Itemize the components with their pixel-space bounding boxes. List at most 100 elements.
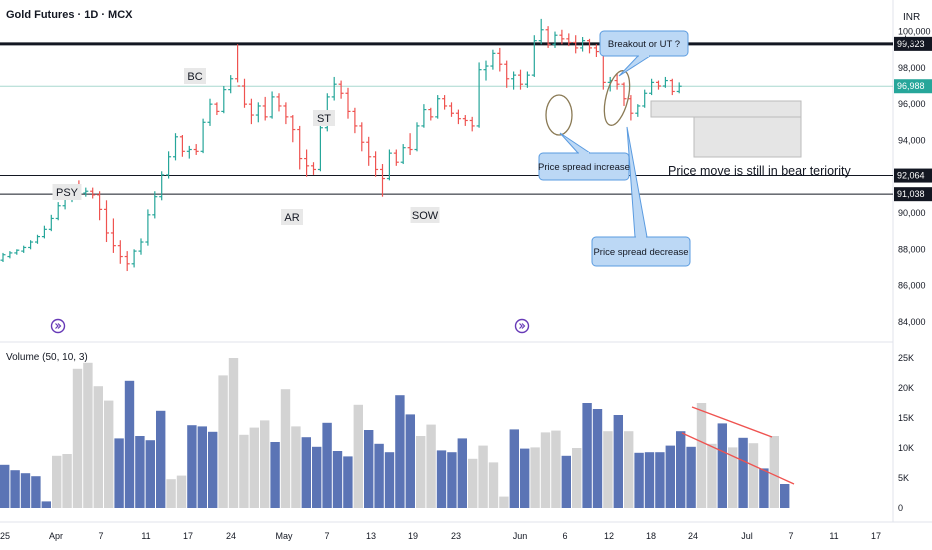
ohlc-bar xyxy=(483,60,489,81)
price-tick: 90,000 xyxy=(898,208,926,218)
ohlc-bar xyxy=(559,29,565,45)
ohlc-bar xyxy=(587,38,592,54)
volume-bar xyxy=(187,425,197,508)
wyckoff-label: AR xyxy=(284,212,299,224)
ohlc-bar xyxy=(497,47,503,72)
volume-bar xyxy=(405,414,415,508)
ohlc-bar xyxy=(621,82,627,106)
price-label-bg xyxy=(894,36,932,51)
ohlc-bar xyxy=(297,125,303,170)
time-tick: 7 xyxy=(788,531,793,541)
ohlc-bar xyxy=(345,87,351,119)
volume-bar xyxy=(0,464,10,508)
volume-bar xyxy=(260,420,270,508)
ohlc-bar xyxy=(104,200,109,243)
volume-bar xyxy=(176,475,187,508)
price-label-bg xyxy=(894,79,932,94)
volume-bar xyxy=(384,452,395,508)
volume-axis: 0 5K 10K 15K 20K 25K xyxy=(898,353,914,513)
volume-bar xyxy=(208,431,218,508)
volume-bar xyxy=(738,437,748,508)
volume-bar xyxy=(686,446,696,508)
ohlc-bar xyxy=(407,133,413,155)
time-tick: 7 xyxy=(324,531,329,541)
drawings: BC ST PSY AR SOW Breakout or UT ? Price spread… xyxy=(50,30,851,485)
volume-bar xyxy=(218,375,228,508)
volume-bar xyxy=(540,432,551,508)
volume-bars xyxy=(0,358,790,508)
ohlc-bar xyxy=(352,107,358,134)
price-label: 96,988 xyxy=(897,81,925,91)
volume-bar xyxy=(312,446,322,508)
volume-bar xyxy=(665,445,675,508)
ohlc-bar xyxy=(455,109,461,125)
time-tick: 17 xyxy=(183,531,193,541)
ohlc-bar xyxy=(669,78,675,96)
volume-bar xyxy=(52,455,62,508)
volume-bar xyxy=(655,452,665,508)
volume-tick: 0 xyxy=(898,503,903,513)
ohlc-bar xyxy=(442,95,448,110)
volume-bar xyxy=(561,455,571,508)
price-tick: 94,000 xyxy=(898,135,926,145)
price-label-bg xyxy=(894,187,932,202)
ohlc-bar xyxy=(373,151,379,177)
ohlc-bar xyxy=(518,69,523,90)
ohlc-bar xyxy=(304,149,310,177)
volume-bar xyxy=(145,440,155,508)
ohlc-bar xyxy=(138,238,144,255)
ohlc-bar xyxy=(656,80,661,90)
volume-bar xyxy=(93,386,103,508)
ohlc-bar xyxy=(490,49,496,70)
wyckoff-label: SOW xyxy=(412,210,439,222)
wyckoff-label: BC xyxy=(187,71,202,83)
ohlc-bar xyxy=(117,240,123,264)
ohlc-bar xyxy=(0,252,6,262)
volume-trendline xyxy=(681,432,795,485)
ohlc-bar xyxy=(166,151,172,179)
ohlc-bar xyxy=(435,95,441,119)
volume-bar xyxy=(374,443,384,508)
event-marker-icon[interactable] xyxy=(50,318,66,334)
time-tick: 7 xyxy=(98,531,103,541)
volume-bar xyxy=(499,496,509,508)
volume-bar xyxy=(707,443,717,508)
volume-bar xyxy=(551,430,561,508)
ohlc-bar xyxy=(580,37,586,52)
ohlc-bar xyxy=(566,33,572,47)
range-box xyxy=(693,116,802,158)
price-tick: 96,000 xyxy=(898,99,926,109)
grid-lines xyxy=(0,0,932,523)
ohlc-bar xyxy=(462,115,468,126)
ohlc-bar xyxy=(248,98,254,125)
ohlc-bar xyxy=(290,115,296,143)
ohlc-bar xyxy=(35,234,40,244)
volume-bar xyxy=(10,470,20,508)
ohlc-bar xyxy=(124,251,130,272)
volume-bar xyxy=(166,479,176,508)
event-marker-icon[interactable] xyxy=(514,318,530,334)
volume-bar xyxy=(114,438,124,508)
ohlc-bar xyxy=(538,18,544,45)
currency-label: INR xyxy=(903,12,920,23)
volume-tick: 25K xyxy=(898,353,914,363)
ohlc-bar xyxy=(235,44,241,87)
volume-tick: 5K xyxy=(898,473,909,483)
ohlc-bar xyxy=(228,75,234,94)
time-tick: May xyxy=(275,531,293,541)
ohlc-bar xyxy=(276,93,282,112)
price-label: 91,038 xyxy=(897,189,925,199)
ohlc-bar xyxy=(504,60,510,88)
ohlc-bar xyxy=(283,102,289,125)
volume-bar xyxy=(343,456,353,508)
volume-bar xyxy=(769,436,779,508)
price-tick: 84,000 xyxy=(898,317,926,327)
volume-title: Volume (50, 10, 3) xyxy=(6,352,88,363)
volume-bar xyxy=(20,473,31,508)
chart-title: Gold Futures · 1D · MCX xyxy=(6,9,133,21)
volume-bar xyxy=(104,400,114,508)
time-tick: 19 xyxy=(408,531,418,541)
volume-bar xyxy=(322,422,332,508)
range-box xyxy=(650,100,802,118)
